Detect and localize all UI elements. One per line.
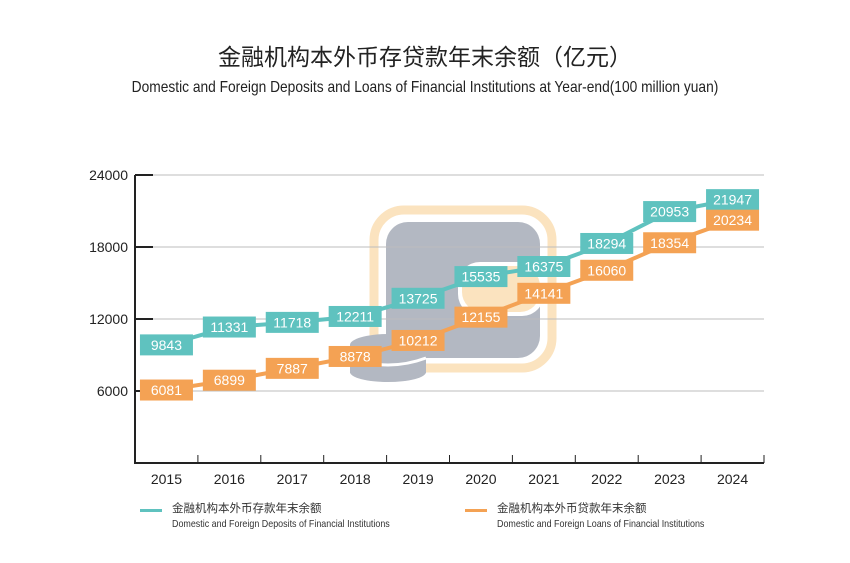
series-deposits: 9843 11331 11718 12211 13725 15535 16375 18294 2…: [139, 189, 760, 356]
data-label: 20953: [650, 204, 689, 220]
chart-subtitle: Domestic and Foreign Deposits and Loans …: [131, 79, 719, 96]
data-label: 16060: [587, 262, 626, 278]
data-label: 6899: [214, 372, 245, 388]
data-label: 15535: [461, 269, 500, 285]
data-label: 6081: [151, 382, 182, 398]
series-group: 9843 11331 11718 12211 13725 15535 16375 18294 2…: [139, 189, 760, 401]
data-point-box: [643, 201, 697, 223]
x-tick-label: 2015: [151, 471, 182, 487]
data-point-box: [202, 369, 256, 391]
data-label: 21947: [713, 192, 752, 208]
x-tick-label: 2020: [465, 471, 496, 487]
x-tick-label: 2018: [340, 471, 371, 487]
data-label: 20234: [713, 212, 752, 228]
x-tick-label: 2022: [591, 471, 622, 487]
data-label: 9843: [151, 337, 182, 353]
x-tick-label: 2024: [717, 471, 748, 487]
data-point-box: [580, 232, 634, 254]
data-label: 18354: [650, 235, 689, 251]
y-tick-label: 12000: [89, 311, 128, 327]
data-label: 18294: [587, 235, 626, 251]
series-line: [165, 197, 733, 347]
x-tick-label: 2023: [654, 471, 685, 487]
data-point-box: [202, 316, 256, 338]
series-loans: 6081 6899 7887 8878 10212 12155 14141 16060 1835…: [139, 209, 760, 401]
data-label: 11331: [210, 319, 248, 335]
data-label: 13725: [399, 290, 438, 306]
legend-label-deposits-en: Domestic and Foreign Deposits of Financi…: [172, 518, 390, 530]
y-tick-label: 18000: [89, 239, 128, 255]
data-label: 12211: [336, 308, 374, 324]
x-tick-label: 2017: [277, 471, 308, 487]
legend-swatch-loans: [465, 509, 487, 512]
legend-label-loans-cn: 金融机构本外币贷款年末余额: [497, 501, 647, 515]
data-point-box: [580, 259, 634, 281]
data-label: 7887: [277, 360, 308, 376]
data-label: 16375: [524, 259, 563, 275]
legend-label-loans-en: Domestic and Foreign Loans of Financial …: [497, 518, 705, 530]
data-point-box: [391, 287, 445, 309]
data-point-box: [706, 209, 760, 231]
data-point-box: [265, 357, 319, 379]
x-axis-ticks: 2015 2016 2017 2018 2019 2020 2021 2022 2023 2024: [151, 455, 765, 487]
y-tick-label: 6000: [97, 383, 128, 399]
x-tick-label: 2019: [402, 471, 433, 487]
data-point-box: [139, 379, 193, 401]
data-label: 12155: [461, 309, 500, 325]
data-point-box: [643, 232, 697, 254]
data-point-box: [391, 329, 445, 351]
data-point-box: [139, 334, 193, 356]
data-point-box: [517, 256, 571, 277]
data-point-box: [454, 266, 508, 288]
data-point-box: [265, 311, 319, 333]
data-point-box: [328, 305, 382, 327]
data-point-box: [454, 306, 508, 328]
series-line: [166, 218, 734, 393]
y-tick-label: 24000: [89, 167, 128, 183]
data-point-box: [706, 189, 760, 211]
data-point-box: [328, 345, 382, 367]
legend-swatch-deposits: [140, 509, 162, 512]
data-label: 11718: [273, 314, 311, 330]
chart-title: 金融机构本外币存贷款年末余额（亿元）: [218, 45, 632, 71]
data-point-box: [517, 282, 571, 304]
y-axis-ticks: 6000 12000 18000 24000: [89, 167, 153, 399]
legend-label-deposits-cn: 金融机构本外币存款年末余额: [172, 501, 322, 515]
data-label: 10212: [399, 332, 438, 348]
data-label: 14141: [524, 285, 563, 301]
x-tick-label: 2016: [214, 471, 245, 487]
data-label: 8878: [340, 348, 371, 364]
x-tick-label: 2021: [528, 471, 559, 487]
